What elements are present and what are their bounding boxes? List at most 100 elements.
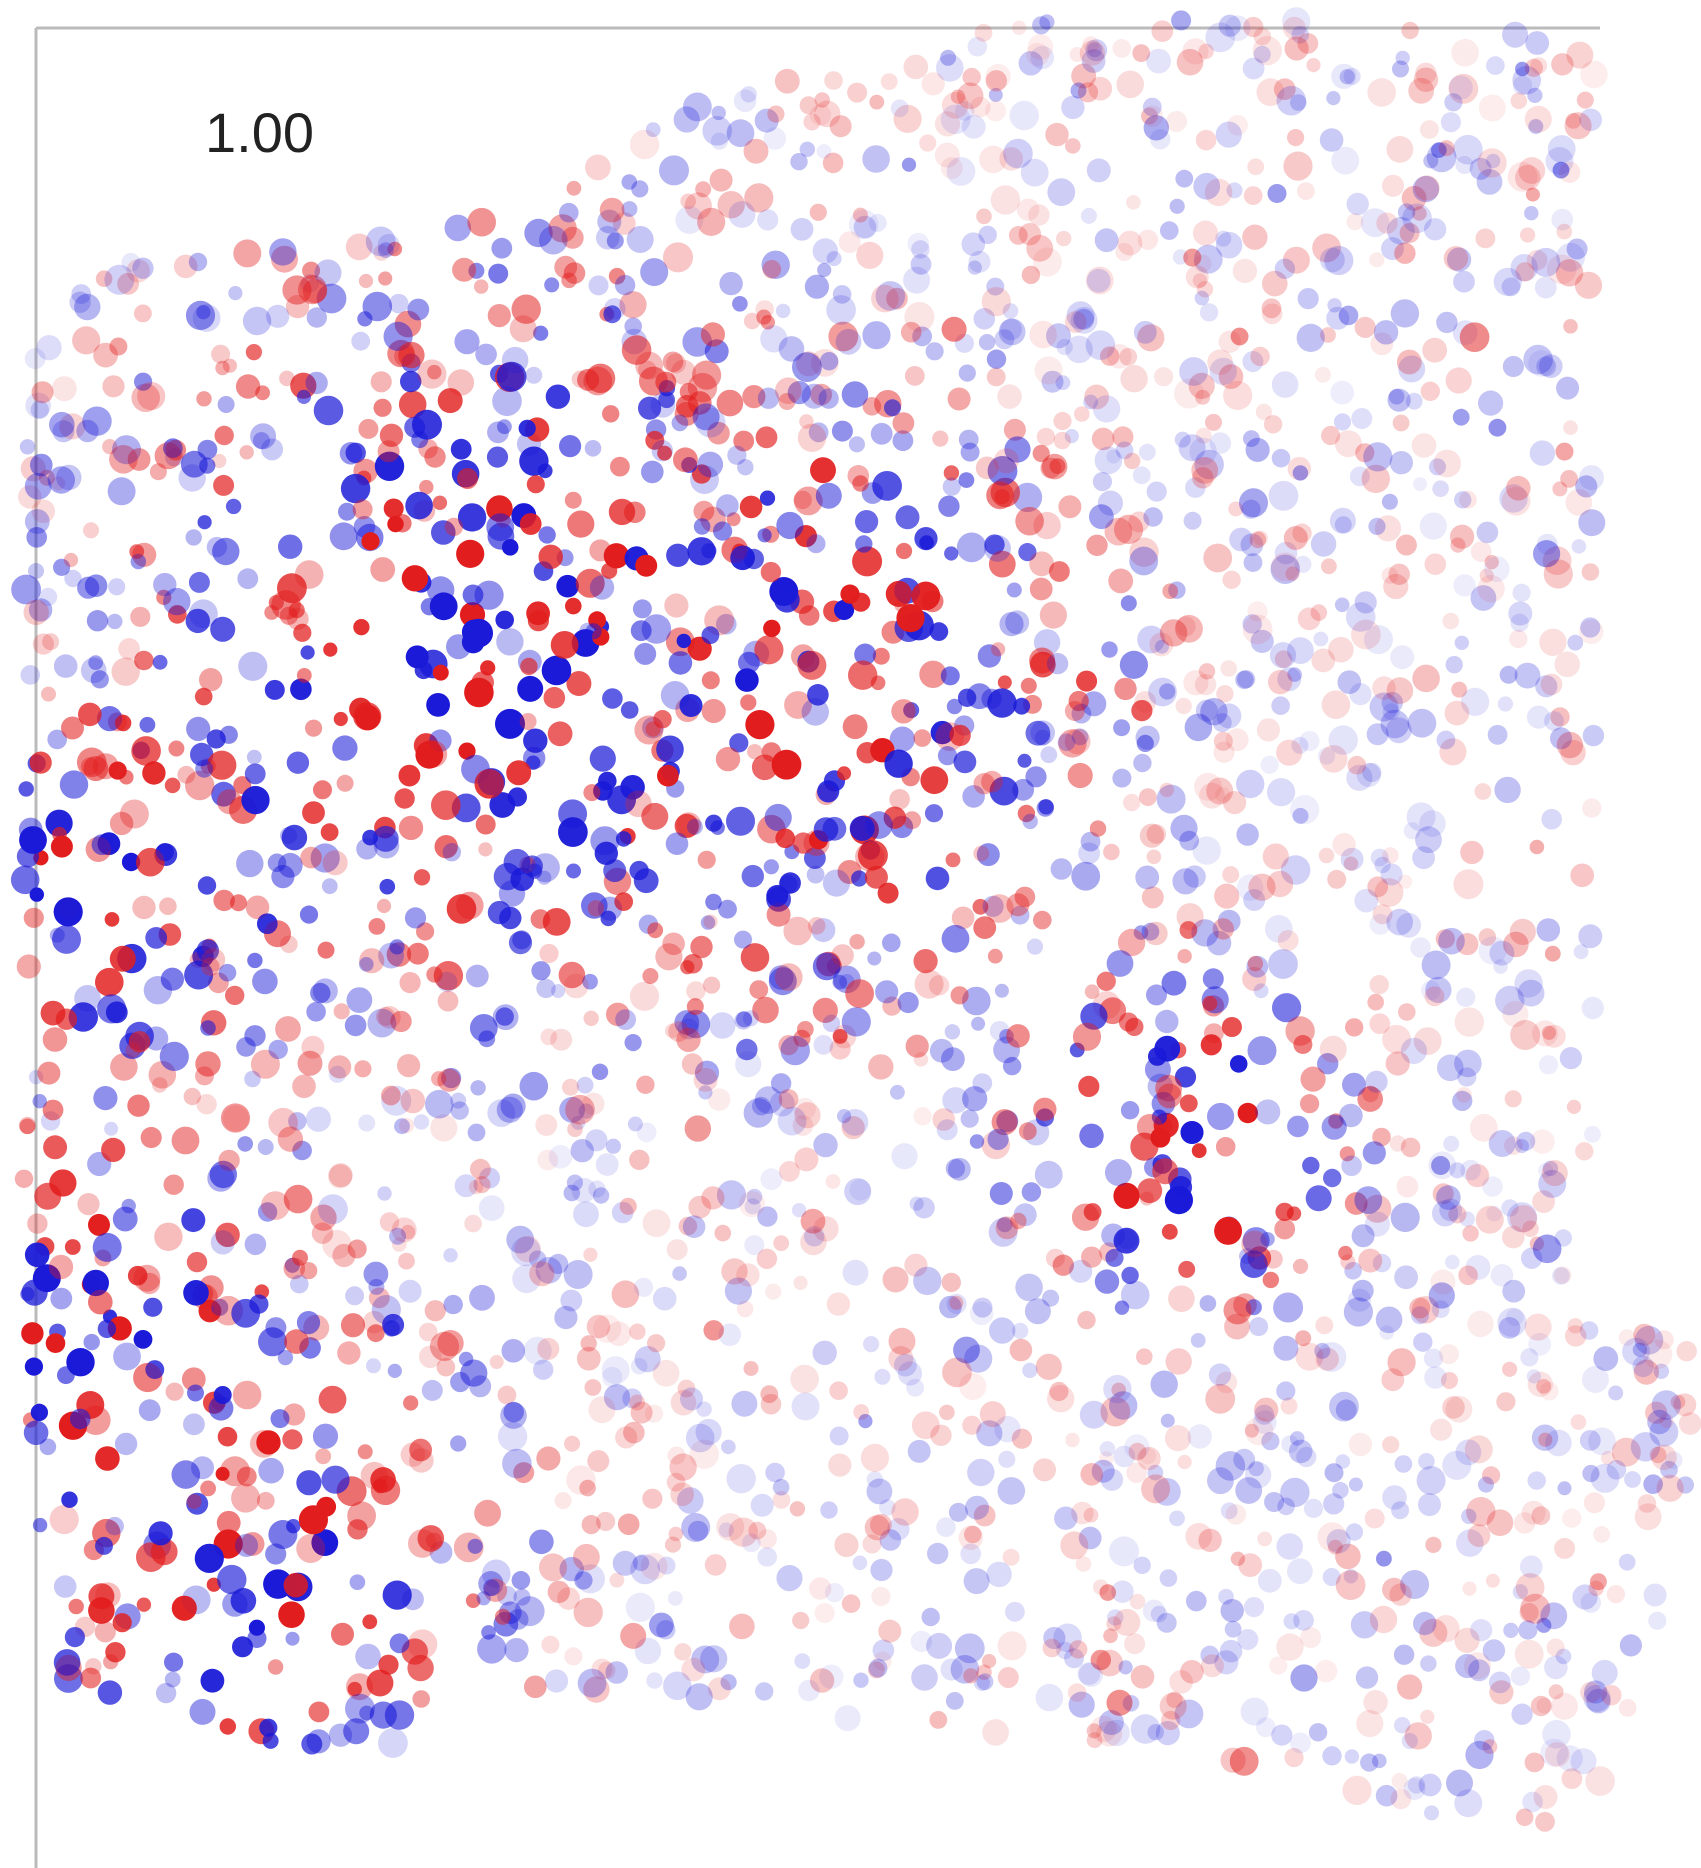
dot — [791, 218, 814, 241]
dot — [565, 492, 582, 509]
dot — [415, 661, 433, 679]
dot — [1525, 31, 1549, 55]
dot — [1261, 756, 1279, 774]
dot — [1140, 824, 1164, 848]
dot — [1520, 227, 1535, 242]
dot — [309, 1702, 330, 1723]
dot — [657, 446, 672, 461]
dot — [573, 1544, 600, 1571]
dot — [1229, 528, 1253, 552]
dot — [249, 1620, 265, 1636]
dot — [1079, 1124, 1103, 1148]
dot — [1282, 7, 1310, 35]
dot — [85, 1658, 101, 1674]
dot — [1336, 1399, 1357, 1420]
dot — [694, 1068, 718, 1092]
dot — [564, 1260, 593, 1289]
dot — [399, 1280, 422, 1303]
dot — [1245, 1462, 1271, 1488]
dot — [683, 93, 712, 122]
dot — [642, 1489, 662, 1509]
dot — [466, 965, 489, 988]
dot — [399, 1118, 414, 1133]
dot — [680, 1388, 703, 1411]
dot — [1462, 1582, 1476, 1596]
dot — [799, 605, 820, 626]
dot — [33, 1094, 47, 1108]
dot — [1148, 1047, 1167, 1066]
dot — [1112, 769, 1131, 788]
dot — [794, 1147, 818, 1171]
dot — [1107, 344, 1132, 369]
dot — [1047, 178, 1075, 206]
dot — [313, 978, 338, 1003]
dot — [195, 1544, 224, 1573]
dot — [1582, 563, 1600, 581]
dot — [1330, 381, 1354, 405]
dot — [1354, 889, 1378, 913]
dot — [257, 913, 278, 934]
dot — [756, 426, 778, 448]
dot — [1193, 273, 1207, 287]
dot — [1489, 1672, 1511, 1694]
dot — [378, 440, 400, 462]
dot — [1365, 1212, 1390, 1237]
dot — [559, 435, 581, 457]
dot — [302, 801, 325, 824]
dot — [1511, 1667, 1530, 1686]
dot — [1341, 1155, 1362, 1176]
dot — [70, 1409, 91, 1430]
dot — [359, 957, 374, 972]
dot — [1216, 122, 1242, 148]
dot — [1105, 1159, 1132, 1186]
dot — [1453, 409, 1470, 426]
dot — [65, 1627, 85, 1647]
dot — [1454, 1050, 1482, 1078]
dot — [1424, 1366, 1447, 1389]
dot — [1121, 1267, 1138, 1284]
dot — [83, 756, 108, 781]
dot — [1391, 299, 1419, 327]
dot — [257, 1492, 275, 1510]
dot — [502, 539, 519, 556]
dot — [581, 1335, 597, 1351]
dot — [1214, 732, 1233, 751]
dot — [677, 634, 691, 648]
dot — [1489, 941, 1514, 966]
dot — [1166, 111, 1187, 132]
dot — [388, 1364, 402, 1378]
dot — [1298, 288, 1319, 309]
dot — [633, 1555, 649, 1571]
dot — [1300, 731, 1320, 751]
dot — [1095, 1269, 1119, 1293]
dot — [1460, 1160, 1481, 1181]
dot — [1643, 1474, 1663, 1494]
dot — [697, 208, 725, 236]
dot — [1582, 798, 1601, 817]
dot — [962, 1086, 987, 1111]
dot — [1502, 278, 1521, 297]
dot — [1571, 1414, 1587, 1430]
dot — [1178, 1261, 1195, 1278]
dot — [920, 766, 948, 794]
dot — [186, 529, 202, 545]
dot — [1151, 1371, 1178, 1398]
dot — [1334, 413, 1351, 430]
dot — [1335, 430, 1362, 457]
dot — [1397, 1674, 1422, 1699]
dot — [1215, 231, 1231, 247]
dot — [306, 1107, 331, 1132]
dot — [430, 1114, 457, 1141]
dot — [1412, 665, 1440, 693]
dot — [1336, 1454, 1351, 1469]
dot — [1539, 354, 1563, 378]
dot — [1607, 1585, 1625, 1603]
dot — [1081, 1247, 1102, 1268]
dot — [470, 1080, 485, 1095]
dot — [1354, 1186, 1382, 1214]
dot — [629, 1324, 645, 1340]
dot — [855, 535, 872, 552]
dot — [813, 1341, 837, 1365]
dot — [1297, 324, 1325, 352]
dot — [1390, 645, 1414, 669]
